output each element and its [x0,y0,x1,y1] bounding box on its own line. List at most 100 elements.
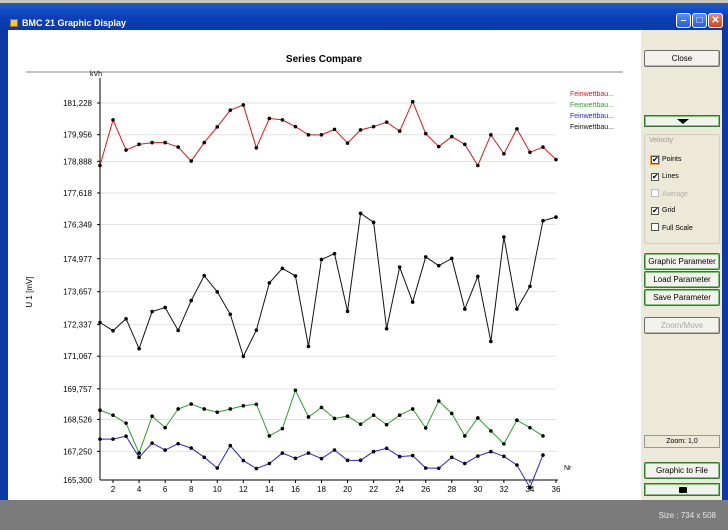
data-point [293,388,298,393]
unit-label: kVh [90,71,102,78]
data-point [528,425,532,430]
data-point [332,416,337,421]
load-parameter-button[interactable]: Load Parameter [644,271,720,288]
x-tick-label: 30 [473,485,482,494]
save-parameter-button[interactable]: Save Parameter [644,289,720,306]
data-point [189,446,193,450]
data-point [163,448,167,452]
data-point [528,150,532,155]
data-point [554,157,558,162]
data-point [124,316,128,321]
size-readout: Size : 734 x 508 [658,511,716,520]
x-tick-label: 22 [369,485,378,494]
x-tick-label: 10 [213,485,222,494]
graphic-to-file-button[interactable]: Graphic to File [644,462,720,479]
data-point [410,99,415,104]
x-axis-label: Nr [564,465,572,472]
x-tick-label: 18 [317,485,326,494]
lines-checkbox[interactable]: ✔ Lines [651,172,679,183]
display-options-group: Velocity ✔ Points ✔ Lines Average ✔ Grid Fu… [644,134,720,244]
data-point [502,454,506,459]
maximize-button[interactable]: □ [692,13,707,28]
data-point [476,416,480,420]
points-checkbox[interactable]: ✔ Points [651,155,681,166]
data-point [476,163,480,168]
data-point [502,151,506,156]
data-point [137,451,141,455]
data-point [241,103,246,107]
data-point [202,455,207,460]
data-point [215,290,220,294]
data-point [410,453,415,458]
close-window-button[interactable]: ✕ [708,13,723,28]
status-bar: Size : 734 x 508 [0,500,728,530]
data-point [189,159,193,163]
window-title: BMC 21 Graphic Display [22,18,127,28]
y-tick-label: 171,067 [63,352,92,361]
y-tick-label: 178,888 [63,157,92,166]
data-point [163,305,167,310]
app-icon [10,19,18,27]
minimize-button[interactable]: – [676,13,691,28]
y-tick-label: 169,757 [63,385,92,394]
print-button[interactable] [644,483,720,496]
data-point [423,426,428,430]
x-tick-label: 32 [499,485,508,494]
data-point [345,414,350,419]
x-tick-label: 14 [265,485,274,494]
y-tick-label: 165,300 [63,476,92,485]
data-point [449,455,454,460]
close-button[interactable]: Close [644,50,720,67]
data-point [215,410,220,415]
data-point [306,451,311,455]
data-point [280,451,285,455]
y-tick-label: 177,618 [63,189,92,198]
x-tick-label: 4 [137,485,142,494]
data-point [397,454,402,459]
data-point [241,403,246,408]
data-point [150,414,154,419]
data-point [463,307,467,311]
chevron-down-icon [677,119,689,124]
data-point [358,128,363,132]
data-point [254,328,259,333]
data-point [111,413,115,418]
data-point [241,458,246,463]
y-tick-label: 176,349 [63,221,92,230]
data-point [293,456,298,461]
grid-checkbox[interactable]: ✔ Grid [651,206,675,217]
data-point [176,328,180,333]
data-point [436,399,441,403]
data-point [449,256,454,261]
data-point [163,425,167,430]
data-point [267,434,272,438]
data-point [267,281,272,285]
data-point [554,215,558,219]
data-point [124,148,128,152]
y-tick-label: 167,250 [63,447,92,456]
data-point [476,454,480,458]
data-point [98,437,102,441]
data-point [306,415,311,419]
series-dropdown-button[interactable] [644,115,720,127]
graphic-parameter-button[interactable]: Graphic Parameter [644,253,720,270]
data-point [423,466,428,470]
data-point [541,453,545,457]
data-point [176,407,180,411]
data-point [463,461,467,466]
x-tick-label: 26 [421,485,430,494]
y-tick-label: 168,526 [63,416,92,425]
data-point [371,413,376,418]
data-point [280,426,285,431]
full-scale-checkbox[interactable]: Full Scale [651,223,693,234]
checkbox-box: ✔ [651,155,659,164]
data-point [150,309,154,314]
data-point [476,274,480,279]
title-bar[interactable]: BMC 21 Graphic Display – □ ✕ [0,0,728,30]
data-point [228,443,233,448]
data-point [436,263,441,268]
data-point [449,134,454,139]
legend-entry: Feinwettbau... [570,102,614,109]
data-point [515,307,519,311]
data-point [319,257,324,262]
